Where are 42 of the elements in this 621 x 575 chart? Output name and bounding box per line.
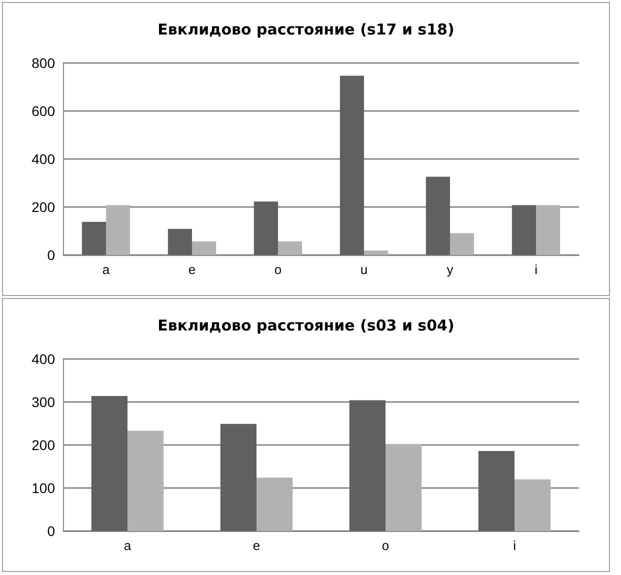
y-tick-label: 100 bbox=[32, 480, 56, 496]
x-tick-label: i bbox=[513, 538, 516, 553]
x-tick-label: a bbox=[124, 538, 132, 553]
x-tick-label: e bbox=[188, 262, 196, 277]
chart-title: Евклидово расстояние (s03 и s04) bbox=[158, 316, 454, 334]
bar bbox=[340, 76, 364, 255]
bar bbox=[278, 241, 302, 255]
bar bbox=[254, 201, 278, 255]
x-tick-label: u bbox=[360, 262, 368, 277]
bar bbox=[450, 233, 474, 255]
y-tick-label: 300 bbox=[32, 394, 56, 410]
bar bbox=[514, 479, 551, 531]
bar bbox=[364, 250, 388, 255]
x-tick-label: i bbox=[534, 262, 538, 277]
bar bbox=[512, 205, 536, 255]
bar bbox=[536, 205, 560, 255]
y-tick-label: 0 bbox=[47, 247, 56, 263]
y-tick-label: 0 bbox=[47, 523, 56, 539]
x-tick-label: o bbox=[382, 538, 390, 553]
x-tick-label: e bbox=[252, 538, 260, 553]
bar bbox=[426, 176, 450, 255]
bar bbox=[478, 451, 514, 531]
y-tick-label: 600 bbox=[32, 103, 56, 119]
bar bbox=[128, 430, 164, 531]
x-tick-label: o bbox=[274, 262, 282, 277]
bar bbox=[106, 205, 130, 255]
bar bbox=[82, 222, 106, 255]
x-tick-label: a bbox=[102, 262, 110, 277]
bar bbox=[349, 400, 386, 531]
bar bbox=[192, 241, 216, 255]
y-tick-label: 800 bbox=[32, 55, 56, 71]
bar bbox=[386, 444, 422, 531]
y-tick-label: 400 bbox=[32, 151, 56, 167]
x-tick-label: y bbox=[446, 262, 454, 277]
y-tick-label: 400 bbox=[32, 351, 56, 367]
bar bbox=[220, 424, 256, 531]
y-tick-label: 200 bbox=[32, 437, 56, 453]
y-tick-label: 200 bbox=[32, 199, 56, 215]
bar bbox=[91, 396, 128, 531]
bar bbox=[256, 478, 293, 531]
chart-title: Евклидово расстояние (s17 и s18) bbox=[158, 20, 454, 38]
bar bbox=[168, 228, 192, 255]
